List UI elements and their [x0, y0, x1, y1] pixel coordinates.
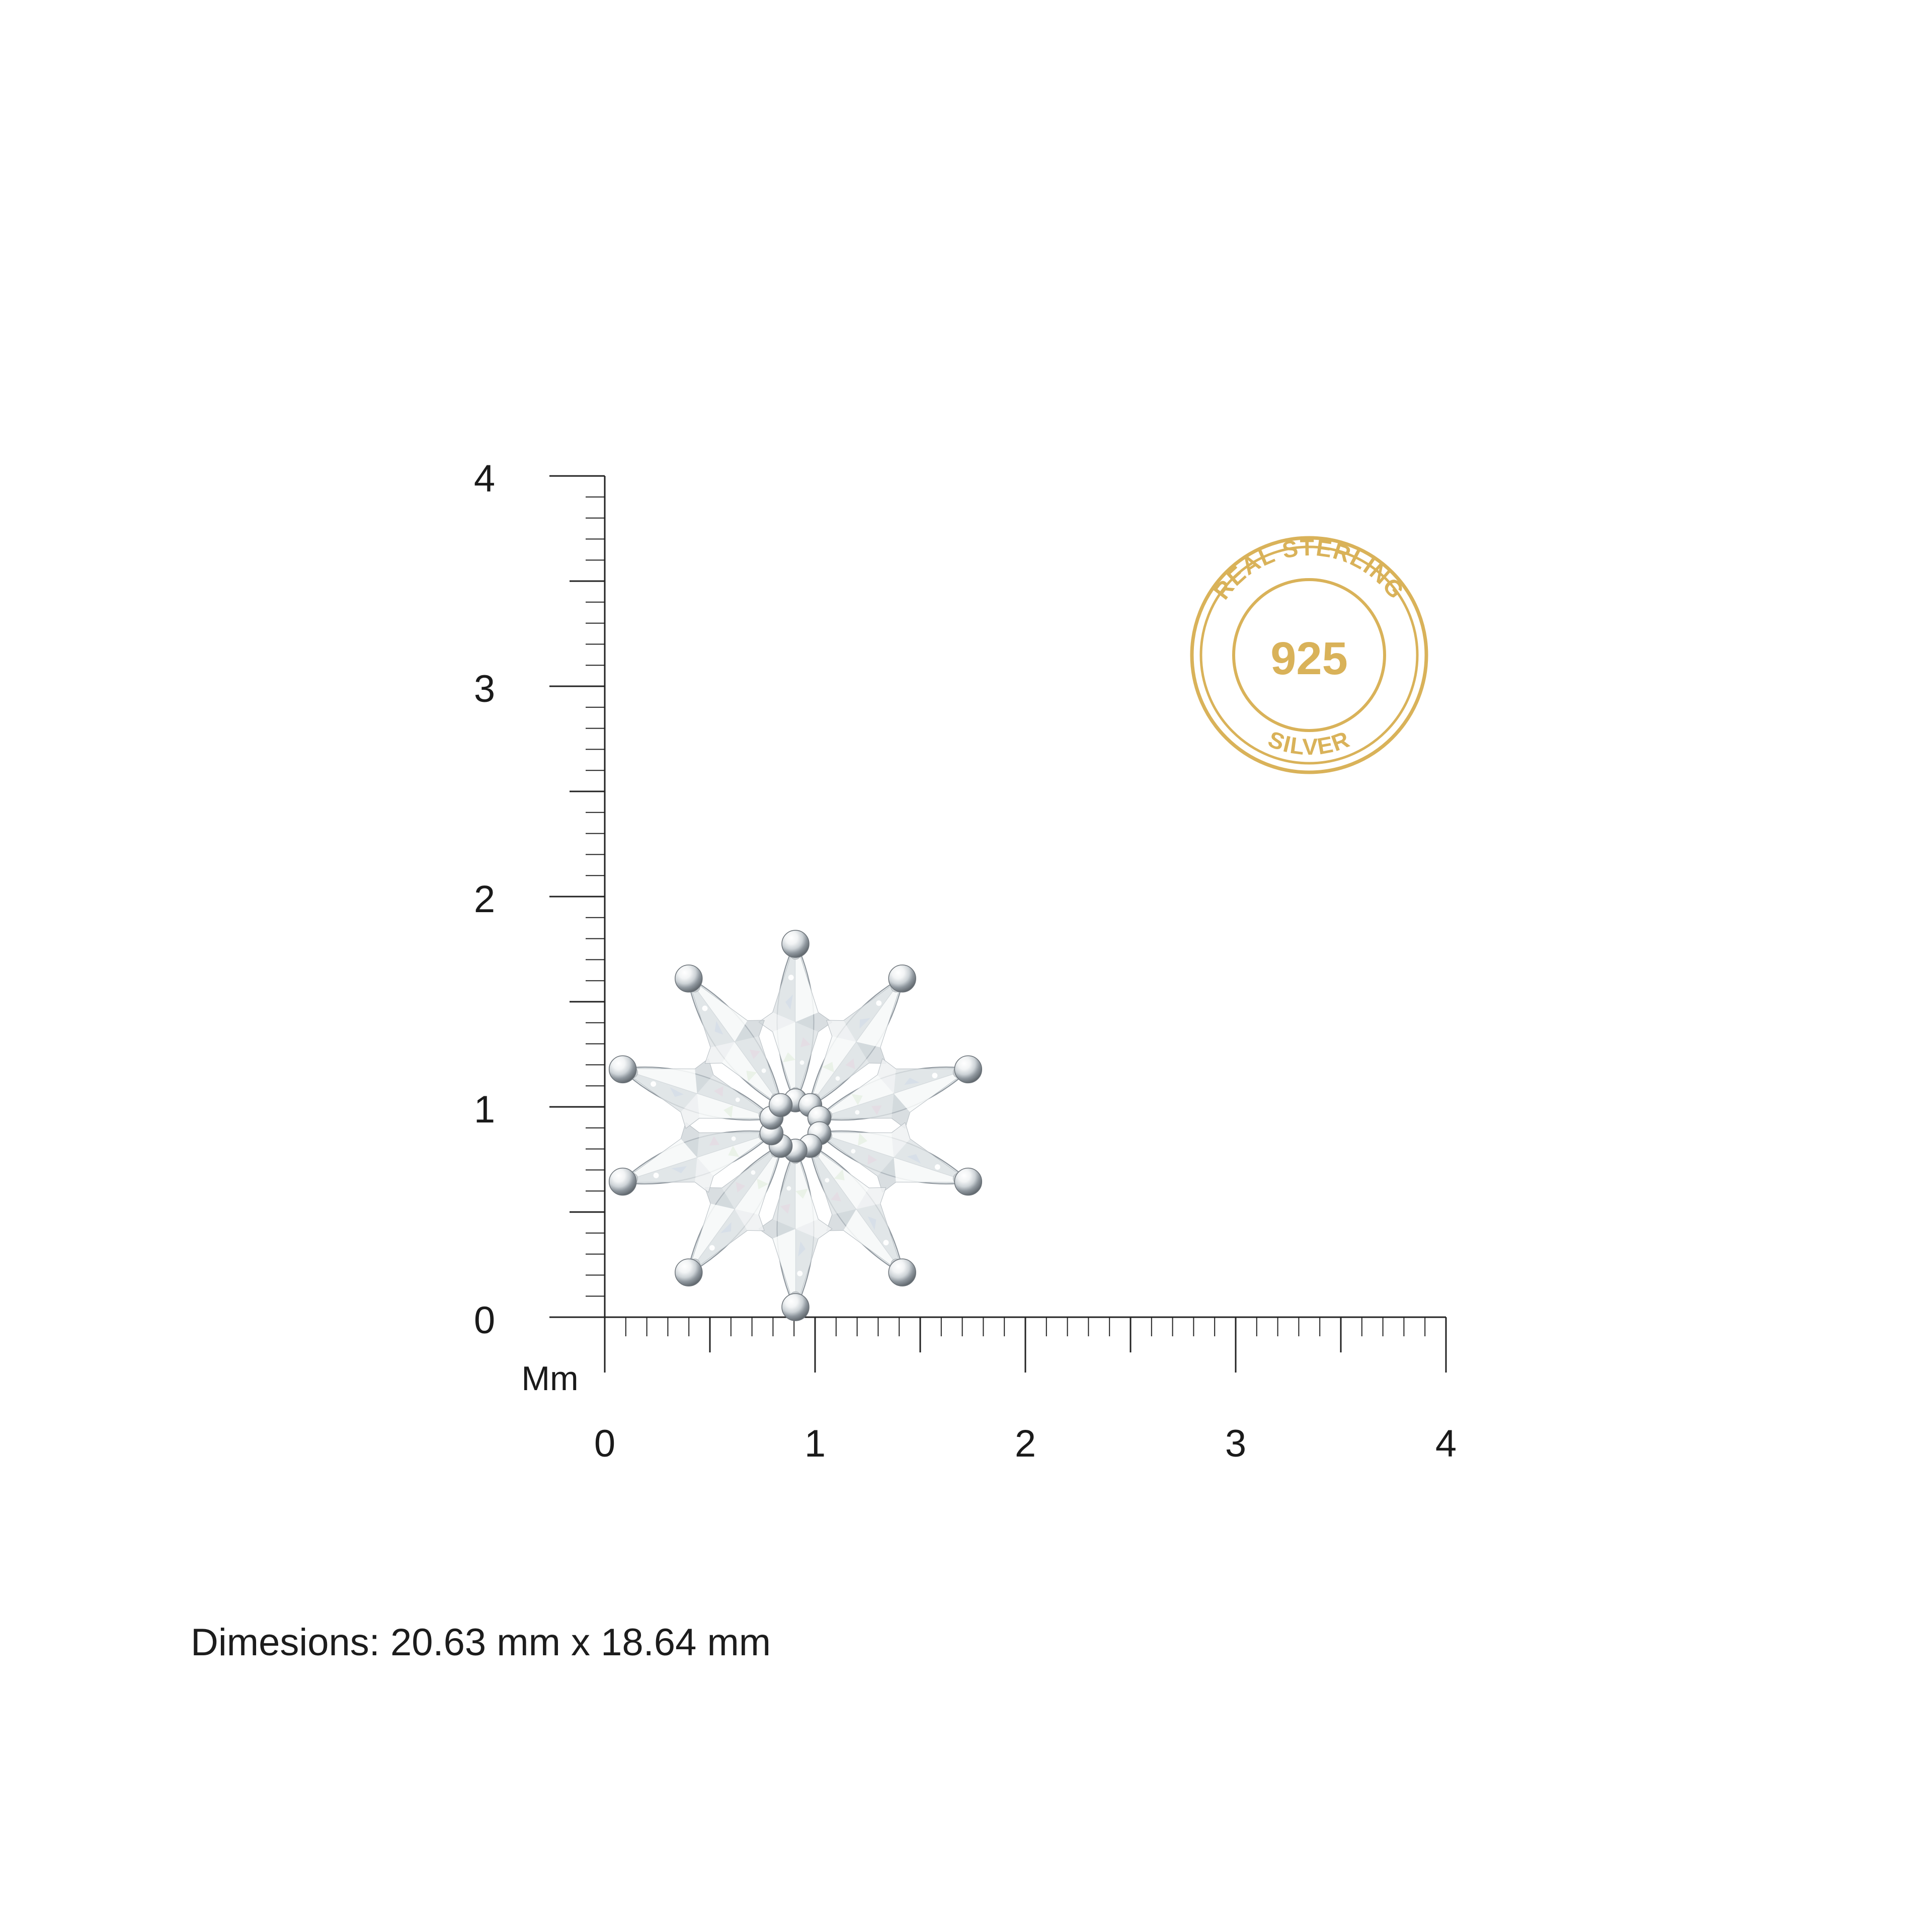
svg-text:2: 2: [474, 878, 495, 921]
svg-text:REAL STERLING: REAL STERLING: [1209, 534, 1410, 604]
svg-text:3: 3: [1225, 1422, 1246, 1465]
svg-text:3: 3: [474, 668, 495, 710]
svg-text:925: 925: [1270, 633, 1348, 684]
svg-text:Mm: Mm: [521, 1359, 578, 1398]
svg-text:4: 4: [1435, 1422, 1457, 1465]
svg-text:1: 1: [804, 1422, 826, 1465]
svg-text:4: 4: [474, 457, 495, 500]
svg-text:0: 0: [594, 1422, 615, 1465]
svg-text:2: 2: [1015, 1422, 1036, 1465]
svg-text:0: 0: [474, 1299, 495, 1342]
svg-text:1: 1: [474, 1088, 495, 1131]
svg-text:Dimesions: 20.63 mm x 18.64 mm: Dimesions: 20.63 mm x 18.64 mm: [191, 1621, 771, 1664]
